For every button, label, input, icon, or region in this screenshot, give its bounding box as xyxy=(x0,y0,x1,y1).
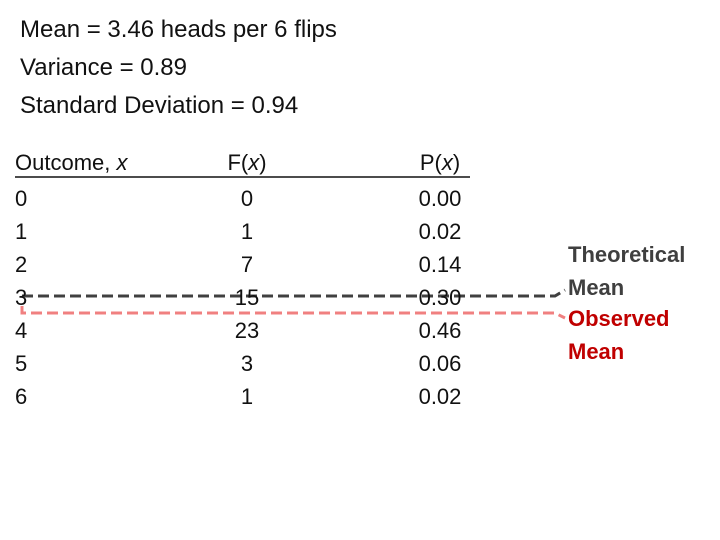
table-cell: 1 xyxy=(240,384,254,409)
header-line: Standard Deviation = 0.94 xyxy=(20,92,299,119)
table-cell: 0 xyxy=(240,186,254,211)
column-header: Outcome, x xyxy=(15,150,127,176)
column-header: P(x) xyxy=(380,150,500,176)
table-cell: 5 xyxy=(15,351,28,376)
table-cell: 3 xyxy=(240,351,254,376)
annotation: Theoretical xyxy=(568,242,686,267)
table-cell: 7 xyxy=(240,252,254,277)
header-text: ) xyxy=(259,150,267,175)
header-line: Variance = 0.89 xyxy=(20,54,188,81)
table-cell: 0.30 xyxy=(418,285,462,310)
header-text: x xyxy=(116,150,128,175)
table-cell: 0.02 xyxy=(418,219,462,244)
header-text: P( xyxy=(419,150,442,175)
header-text: x xyxy=(248,150,260,175)
annotation: Observed xyxy=(568,306,670,331)
table-cell: 0.00 xyxy=(418,186,462,211)
table-cell: 3 xyxy=(15,285,28,310)
header-text: ) xyxy=(452,150,461,175)
header-text: x xyxy=(441,150,453,175)
table-cell: 4 xyxy=(15,318,28,343)
observed-mean-line xyxy=(20,306,566,320)
header-text: Outcome, xyxy=(15,150,117,175)
annotation: Mean xyxy=(568,275,625,300)
table-cell: 1 xyxy=(15,219,28,244)
header-line: Mean = 3.46 heads per 6 flips xyxy=(20,16,337,43)
table-cell: 0 xyxy=(15,186,28,211)
table-cell: 1 xyxy=(240,219,254,244)
table-cell: 15 xyxy=(234,285,260,310)
table-cell: 23 xyxy=(234,318,260,343)
theoretical-mean-line xyxy=(22,288,566,298)
table-cell: 0.02 xyxy=(418,384,462,409)
table-cell: 0.14 xyxy=(418,252,462,277)
table-cell: 0.06 xyxy=(418,351,462,376)
table-cell: 0.46 xyxy=(418,318,462,343)
table-cell: 2 xyxy=(15,252,28,277)
table-cell: 6 xyxy=(15,384,28,409)
annotation: Mean xyxy=(568,339,625,364)
header-text: F( xyxy=(227,150,249,175)
column-header: F(x) xyxy=(187,150,307,176)
